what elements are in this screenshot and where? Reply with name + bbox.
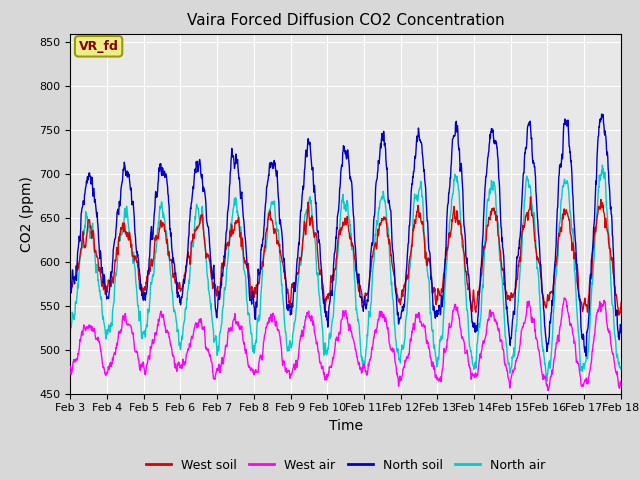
Text: VR_fd: VR_fd (79, 40, 118, 53)
Legend: West soil, West air, North soil, North air: West soil, West air, North soil, North a… (141, 454, 550, 477)
Y-axis label: CO2 (ppm): CO2 (ppm) (20, 176, 34, 252)
Title: Vaira Forced Diffusion CO2 Concentration: Vaira Forced Diffusion CO2 Concentration (187, 13, 504, 28)
X-axis label: Time: Time (328, 419, 363, 433)
